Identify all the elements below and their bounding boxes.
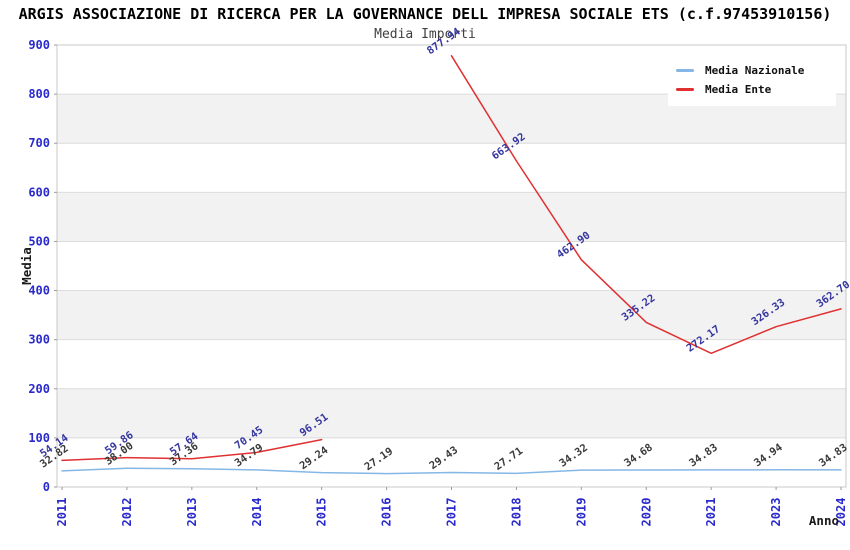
x-tick-label: 2013	[185, 498, 199, 527]
y-tick-label: 800	[28, 87, 50, 101]
plot-band	[57, 290, 846, 340]
y-tick-label: 300	[28, 333, 50, 347]
x-axis-title: Anno	[809, 513, 839, 528]
plot-band	[57, 241, 846, 291]
series-line-media-ente	[61, 55, 842, 462]
x-tick-label: 2016	[380, 498, 394, 527]
y-tick-label: 500	[28, 234, 50, 248]
legend-item: Media Ente	[676, 83, 836, 96]
legend-line-swatch	[676, 69, 694, 72]
x-tick-label: 2018	[509, 498, 523, 527]
x-tick-label: 2015	[315, 498, 329, 527]
y-tick-label: 200	[28, 382, 50, 396]
x-tick-label: 2017	[445, 498, 459, 527]
x-tick-label: 2020	[639, 498, 653, 527]
chart-title: ARGIS ASSOCIAZIONE DI RICERCA PER LA GOV…	[18, 5, 832, 23]
x-tick-label: 2024	[834, 498, 848, 527]
plot-band	[57, 437, 846, 487]
legend: Media Nazionale Media Ente	[668, 56, 836, 106]
series-line-media-nazionale	[61, 467, 842, 475]
y-tick-label: 700	[28, 136, 50, 150]
chart-subtitle: Media Importi	[374, 27, 476, 42]
plot-band	[57, 388, 846, 438]
plot-band	[57, 192, 846, 242]
x-tick-label: 2014	[250, 498, 264, 527]
legend-label: Media Ente	[705, 83, 772, 96]
legend-line-swatch	[676, 88, 694, 91]
y-tick-label: 400	[28, 284, 50, 298]
x-tick-label: 2019	[574, 498, 588, 527]
x-tick-label: 2023	[769, 498, 783, 527]
y-axis-title: Media	[19, 247, 34, 285]
y-tick-label: 100	[28, 431, 50, 445]
x-tick-label: 2012	[120, 498, 134, 527]
x-tick-label: 2011	[55, 498, 69, 527]
y-tick-label: 600	[28, 185, 50, 199]
x-tick-label: 2021	[704, 498, 718, 527]
legend-item: Media Nazionale	[676, 64, 836, 77]
plot-band	[57, 143, 846, 193]
legend-label: Media Nazionale	[705, 64, 805, 77]
y-tick-label: 0	[43, 480, 50, 494]
y-tick-label: 900	[28, 38, 50, 52]
plot-band	[57, 339, 846, 389]
